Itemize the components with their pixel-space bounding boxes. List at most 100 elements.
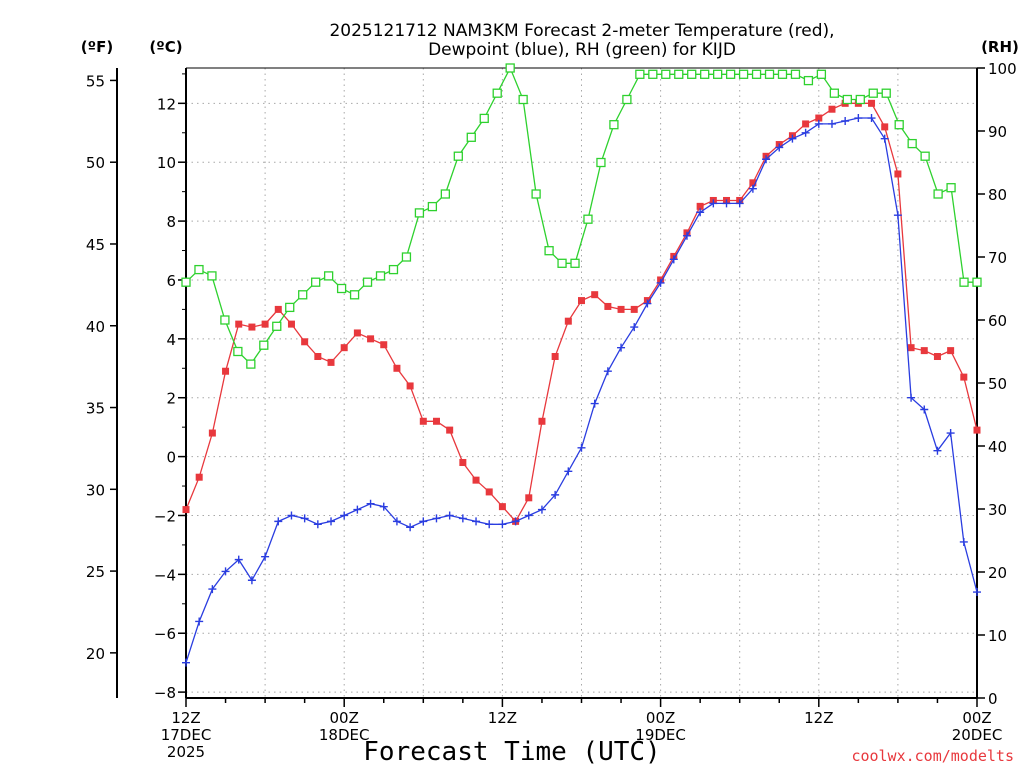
celsius-unit-label: (ºC) <box>149 38 182 56</box>
relative_humidity-point <box>233 346 243 357</box>
dewpoint-point <box>485 520 494 529</box>
relative_humidity-point <box>687 69 697 79</box>
temperature-point <box>485 488 493 496</box>
dewpoint-point <box>959 537 968 546</box>
relative_humidity-point <box>855 94 865 105</box>
relative_humidity-point <box>298 290 308 300</box>
relative_humidity-point <box>349 290 360 300</box>
relative_humidity-point <box>868 88 878 98</box>
temperature-point <box>393 364 401 372</box>
temperature-point <box>287 320 295 328</box>
relative_humidity-point <box>220 315 230 325</box>
rh-tick-label: 70 <box>988 249 1007 267</box>
dewpoint-point <box>907 393 916 402</box>
rh-tick-label: 80 <box>988 186 1007 204</box>
relative_humidity-point <box>933 189 943 199</box>
temperature-point <box>182 506 190 514</box>
relative_humidity-point <box>207 271 217 281</box>
temperature-point <box>327 358 335 366</box>
temperature-point <box>446 426 454 434</box>
relative_humidity-point <box>609 120 619 130</box>
celsius-tick-label: −6 <box>154 625 176 643</box>
dewpoint-point <box>419 517 428 526</box>
temperature-point <box>604 302 612 310</box>
temperature-point <box>960 373 968 381</box>
relative_humidity-point <box>285 302 295 313</box>
dewpoint-point <box>511 517 520 526</box>
relative_humidity-point <box>661 69 671 79</box>
temperature-point <box>564 317 572 325</box>
relative_humidity-point <box>635 69 645 79</box>
time-tick-label: 12Z <box>171 709 200 727</box>
relative_humidity-point <box>674 69 684 79</box>
dewpoint-point <box>327 517 336 526</box>
temperature-point <box>432 417 440 425</box>
dewpoint-point <box>827 119 836 128</box>
relative_humidity-point <box>583 214 593 224</box>
temperature-point <box>933 353 941 361</box>
relative_humidity-point <box>622 94 632 105</box>
temperature-point <box>802 120 810 128</box>
relative_humidity-point <box>311 277 321 287</box>
relative_humidity-point <box>725 69 736 79</box>
temperature-point <box>274 305 282 313</box>
relative_humidity-point <box>751 69 762 79</box>
rh-tick-label: 20 <box>988 564 1007 582</box>
relative_humidity-point <box>881 88 891 98</box>
temperature-point <box>920 347 928 355</box>
dewpoint-point <box>182 658 190 667</box>
dewpoint-point <box>920 405 929 414</box>
time-tick-label: 00Z <box>962 709 991 727</box>
dewpoint-series <box>182 114 981 667</box>
dewpoint-point <box>287 511 296 520</box>
temperature-point <box>551 353 559 361</box>
relative_humidity-point <box>531 189 541 199</box>
dewpoint-point <box>472 517 481 526</box>
dewpoint-point <box>630 323 639 332</box>
dewpoint-point <box>432 514 441 523</box>
relative_humidity-point <box>842 94 852 105</box>
relative_humidity-point <box>479 113 489 124</box>
dewpoint-point <box>551 490 560 499</box>
temperature-point <box>301 338 309 346</box>
relative_humidity-point <box>440 189 450 199</box>
temperature-point <box>538 417 546 425</box>
temperature-point <box>907 344 915 352</box>
relative_humidity-point <box>894 120 904 130</box>
dewpoint-point <box>617 343 626 352</box>
temperature-point <box>380 341 388 349</box>
dewpoint-point <box>801 128 810 137</box>
labels: 2025121712 NAM3KM Forecast 2-meter Tempe… <box>81 21 1019 767</box>
relative_humidity-point <box>272 321 282 331</box>
relative_humidity-point <box>492 88 502 98</box>
dewpoint-point <box>854 114 863 123</box>
relative_humidity-point <box>505 63 515 73</box>
rh-tick-label: 60 <box>988 312 1007 330</box>
relative_humidity-point <box>738 69 749 79</box>
celsius-tick-label: 10 <box>157 154 176 172</box>
chart-title-line-1: 2025121712 NAM3KM Forecast 2-meter Tempe… <box>329 21 834 41</box>
fahrenheit-tick-label: 25 <box>86 563 105 581</box>
relative_humidity-point <box>570 258 580 268</box>
temperature-point <box>248 323 256 331</box>
relative_humidity-point <box>466 132 476 142</box>
dewpoint-point <box>656 278 665 287</box>
temperature-point <box>340 344 348 352</box>
dewpoint-point <box>748 184 757 193</box>
dewpoint-point <box>590 399 599 408</box>
dewpoint-point <box>406 523 415 532</box>
temperature-point <box>498 503 506 511</box>
dewpoint-point <box>841 116 850 125</box>
time-tick-label: 17DEC <box>161 726 212 744</box>
fahrenheit-tick-label: 20 <box>86 645 105 663</box>
time-tick-label: 12Z <box>804 709 833 727</box>
temperature-point <box>367 335 375 343</box>
relative_humidity-point <box>713 69 723 79</box>
dewpoint-point <box>353 505 362 514</box>
rh-tick-label: 10 <box>988 627 1007 645</box>
temperature-point <box>419 417 427 425</box>
relative_humidity-point <box>259 340 269 350</box>
dewpoint-point <box>313 520 322 529</box>
temperature-point <box>749 179 757 187</box>
